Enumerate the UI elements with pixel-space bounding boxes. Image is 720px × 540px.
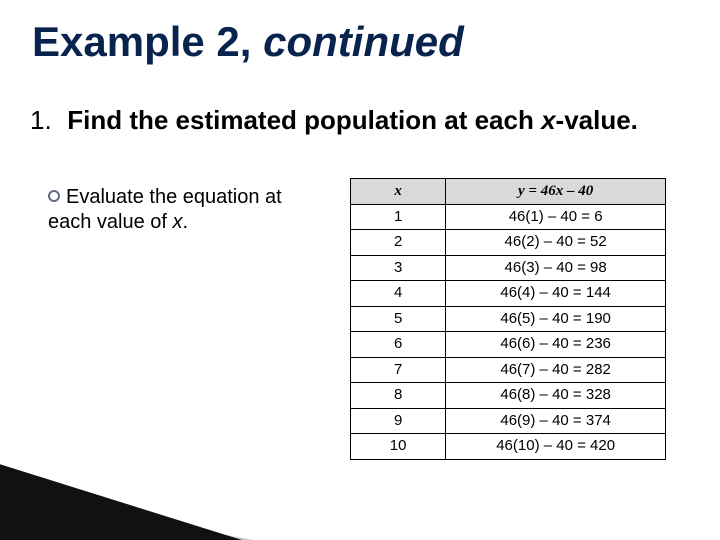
- table-header-row: x y = 46x – 40: [351, 179, 666, 205]
- header-y-label: y = 46x – 40: [518, 183, 593, 199]
- title-italic: continued: [263, 18, 464, 65]
- table-row: 946(9) – 40 = 374: [351, 408, 666, 434]
- header-x-label: x: [394, 183, 402, 199]
- table-row: 1046(10) – 40 = 420: [351, 434, 666, 460]
- cell-y: 46(10) – 40 = 420: [446, 434, 666, 460]
- cell-x: 4: [351, 281, 446, 307]
- data-table-wrap: x y = 46x – 40 146(1) – 40 = 6 246(2) – …: [350, 178, 666, 460]
- cell-y: 46(2) – 40 = 52: [446, 230, 666, 256]
- bullet-icon: [48, 190, 60, 202]
- sub-suffix: .: [183, 211, 189, 233]
- sub-prefix: Evaluate the equation at each value of: [48, 186, 282, 233]
- table-row: 846(8) – 40 = 328: [351, 383, 666, 409]
- table-row: 246(2) – 40 = 52: [351, 230, 666, 256]
- decoration-wedge-dark: [0, 460, 286, 540]
- cell-y: 46(6) – 40 = 236: [446, 332, 666, 358]
- cell-x: 2: [351, 230, 446, 256]
- cell-x: 8: [351, 383, 446, 409]
- cell-y: 46(4) – 40 = 144: [446, 281, 666, 307]
- slide-title: Example 2, continued: [32, 18, 464, 66]
- step-number: 1.: [30, 105, 60, 136]
- data-table: x y = 46x – 40 146(1) – 40 = 6 246(2) – …: [350, 178, 666, 460]
- table-row: 646(6) – 40 = 236: [351, 332, 666, 358]
- table-row: 546(5) – 40 = 190: [351, 306, 666, 332]
- table-row: 346(3) – 40 = 98: [351, 255, 666, 281]
- step-prefix: Find the estimated population at each: [67, 105, 541, 135]
- sub-var: x: [173, 211, 183, 233]
- step-1: 1. Find the estimated population at each…: [30, 105, 690, 136]
- step-var: x: [541, 105, 555, 135]
- table-body: 146(1) – 40 = 6 246(2) – 40 = 52 346(3) …: [351, 204, 666, 459]
- table-header-x: x: [351, 179, 446, 205]
- table-header-y: y = 46x – 40: [446, 179, 666, 205]
- cell-x: 5: [351, 306, 446, 332]
- slide: Example 2, continued 1. Find the estimat…: [0, 0, 720, 540]
- cell-y: 46(7) – 40 = 282: [446, 357, 666, 383]
- cell-y: 46(1) – 40 = 6: [446, 204, 666, 230]
- table-row: 446(4) – 40 = 144: [351, 281, 666, 307]
- table-row: 146(1) – 40 = 6: [351, 204, 666, 230]
- cell-x: 10: [351, 434, 446, 460]
- cell-x: 3: [351, 255, 446, 281]
- cell-y: 46(8) – 40 = 328: [446, 383, 666, 409]
- step-suffix: -value.: [556, 105, 638, 135]
- title-plain: Example 2,: [32, 18, 263, 65]
- table-row: 746(7) – 40 = 282: [351, 357, 666, 383]
- cell-x: 6: [351, 332, 446, 358]
- cell-y: 46(5) – 40 = 190: [446, 306, 666, 332]
- cell-x: 7: [351, 357, 446, 383]
- substep: Evaluate the equation at each value of x…: [48, 185, 318, 235]
- cell-y: 46(3) – 40 = 98: [446, 255, 666, 281]
- step-body: Find the estimated population at each x-…: [67, 105, 667, 136]
- cell-x: 9: [351, 408, 446, 434]
- cell-x: 1: [351, 204, 446, 230]
- cell-y: 46(9) – 40 = 374: [446, 408, 666, 434]
